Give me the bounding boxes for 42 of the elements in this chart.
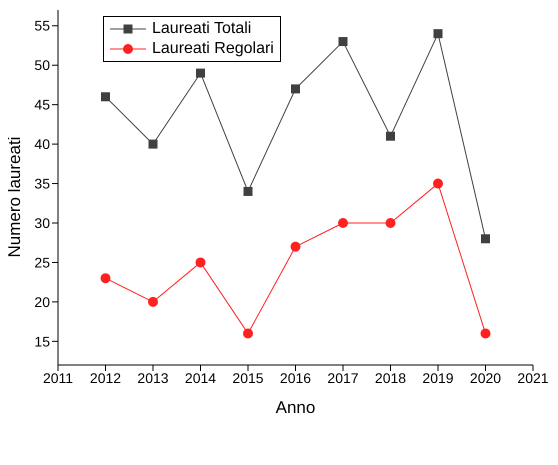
point — [196, 257, 206, 268]
x-tick-label: 2011 — [42, 370, 74, 386]
y-tick-label: 45 — [34, 96, 50, 113]
y-tick-label: 50 — [34, 57, 50, 74]
x-tick-label: 2016 — [280, 370, 312, 386]
legend-label: Laureati Regolari — [152, 39, 274, 59]
point — [433, 178, 443, 189]
point — [100, 273, 110, 284]
x-tick-label: 2020 — [470, 370, 502, 386]
y-tick-label: 55 — [34, 18, 50, 34]
point — [101, 92, 110, 102]
point — [244, 186, 252, 196]
x-tick-label: 2012 — [90, 370, 122, 386]
point — [480, 328, 490, 338]
x-tick-label: 2018 — [374, 370, 406, 386]
point — [148, 140, 158, 149]
x-tick-label: 2017 — [327, 370, 359, 386]
y-tick-label: 30 — [34, 214, 50, 231]
point — [243, 328, 253, 338]
point — [338, 37, 348, 46]
point — [481, 234, 490, 244]
y-tick-label: 40 — [34, 136, 50, 152]
x-tick-label: 2013 — [137, 370, 169, 386]
x-tick-label: 2021 — [517, 370, 549, 386]
x-axis-title: Anno — [276, 398, 316, 417]
point — [338, 218, 348, 228]
legend-label: Laureati Totali — [152, 19, 252, 39]
x-tick-label: 2015 — [232, 370, 264, 386]
point — [291, 84, 300, 94]
point — [386, 218, 396, 228]
y-tick-label: 15 — [34, 333, 50, 350]
point — [148, 296, 158, 307]
y-tick-label: 35 — [34, 176, 50, 192]
point — [386, 132, 395, 141]
x-tick-label: 2014 — [184, 370, 216, 386]
y-tick-label: 20 — [34, 294, 50, 310]
point — [434, 29, 442, 38]
point — [290, 242, 300, 252]
y-axis-title: Numero laureati — [5, 136, 24, 258]
x-tick-label: 2019 — [422, 370, 454, 386]
y-tick-label: 25 — [34, 254, 50, 270]
point — [196, 68, 205, 78]
